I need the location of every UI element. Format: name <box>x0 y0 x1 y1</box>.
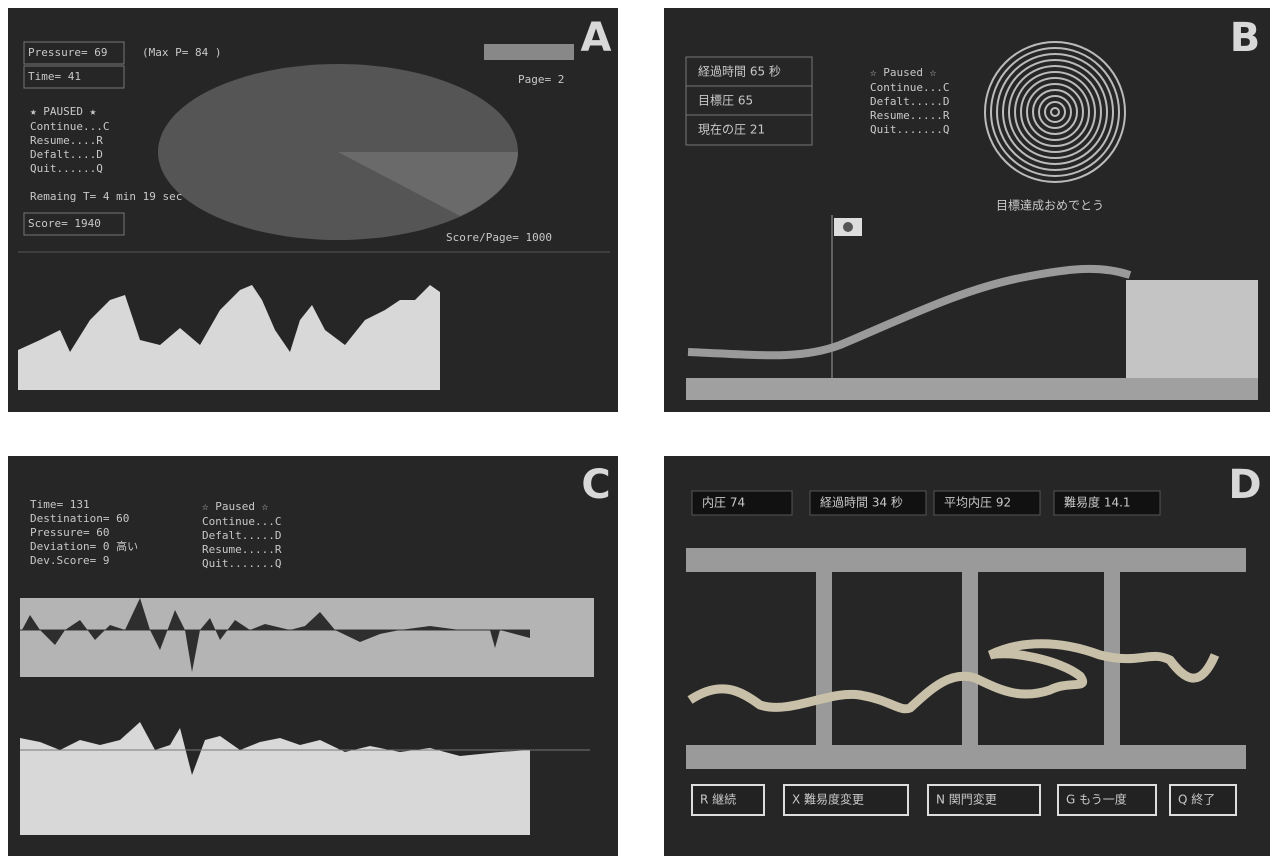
status-text: 難易度 14.1 <box>1064 495 1131 510</box>
status-text: 経過時間 34 秒 <box>820 496 903 510</box>
status-text: 平均内圧 92 <box>944 496 1011 510</box>
spiral-ring <box>1014 71 1096 153</box>
goal-block <box>1126 280 1258 385</box>
panel-label: A <box>581 15 612 61</box>
status-text: Pressure= 69 <box>28 46 107 59</box>
button-label: Q 終了 <box>1178 792 1215 807</box>
menu-item: Continue...C <box>30 120 109 133</box>
status-box <box>23 65 125 89</box>
target-spiral <box>984 41 1126 183</box>
bottom-bar <box>686 745 1246 769</box>
button[interactable] <box>1057 784 1157 816</box>
spiral-ring <box>1032 89 1078 135</box>
spiral-ring <box>1026 83 1084 141</box>
color-bar <box>484 44 574 60</box>
button-label: G もう一度 <box>1066 792 1127 807</box>
status-box <box>685 56 813 146</box>
spiral-ring <box>990 47 1120 177</box>
pressure-trace <box>687 264 1132 360</box>
spiral-ring <box>984 41 1126 183</box>
status-text: Destination= 60 <box>30 512 129 525</box>
ground-bar <box>686 378 1258 400</box>
status-box <box>1053 490 1161 516</box>
spiral-ring <box>1002 59 1108 165</box>
gate-pillar <box>816 572 832 745</box>
panel-label: B <box>1230 15 1261 61</box>
status-box <box>809 490 927 516</box>
menu-item: Defalt.....D <box>202 529 281 542</box>
panel-label: C <box>581 462 610 508</box>
pressure-trace <box>687 639 1220 714</box>
button-label: X 難易度変更 <box>792 792 864 807</box>
status-text: Time= 41 <box>28 70 81 83</box>
status-text: 現在の圧 21 <box>698 123 765 137</box>
status-text: 経過時間 65 秒 <box>698 65 781 79</box>
spiral-ring <box>1020 77 1090 147</box>
status-box <box>23 41 125 65</box>
status-text: (Max P= 84 ) <box>142 46 221 59</box>
menu-item: Continue...C <box>202 515 281 528</box>
spiral-ring <box>1044 101 1066 123</box>
status-text: 内圧 74 <box>702 496 745 510</box>
status-box <box>691 490 793 516</box>
button[interactable] <box>1169 784 1237 816</box>
spiral-ring <box>1038 95 1072 129</box>
pie-slice <box>338 152 518 216</box>
button-label: R 継続 <box>700 792 736 807</box>
spiral-ring <box>1050 107 1060 117</box>
status-text: 目標圧 65 <box>698 94 753 108</box>
top-bar <box>686 548 1246 572</box>
menu-item: Defalt....D <box>30 148 103 161</box>
spiral-ring <box>996 53 1114 171</box>
menu-item: Defalt.....D <box>870 95 949 108</box>
menu-item: Quit......Q <box>30 162 103 175</box>
status-text: Page= 2 <box>518 73 564 86</box>
status-box <box>933 490 1041 516</box>
button-label: N 関門変更 <box>936 792 997 807</box>
deviation-graph <box>20 598 594 677</box>
pressure-wave <box>18 285 440 390</box>
button[interactable] <box>927 784 1041 816</box>
status-text: Deviation= 0 高い <box>30 539 138 553</box>
status-box <box>23 212 125 236</box>
menu-title: ☆ Paused ☆ <box>870 66 937 79</box>
menu-item: Resume....R <box>30 134 103 147</box>
menu-item: Resume.....R <box>870 109 950 122</box>
score: Score= 1940 <box>28 217 101 230</box>
flag-dot <box>843 222 853 232</box>
button[interactable] <box>691 784 765 816</box>
gate-pillar <box>962 572 978 745</box>
menu-title: ☆ Paused ☆ <box>202 500 269 513</box>
score-per-page: Score/Page= 1000 <box>446 231 552 244</box>
spiral-ring <box>1008 65 1102 159</box>
button[interactable] <box>783 784 909 816</box>
panel-label: D <box>1228 462 1261 508</box>
status-text: Time= 131 <box>30 498 90 511</box>
menu-item: Quit.......Q <box>202 557 281 570</box>
menu-item: Quit.......Q <box>870 123 949 136</box>
menu-item: Continue...C <box>870 81 949 94</box>
menu-item: Resume.....R <box>202 543 282 556</box>
message: 目標達成おめでとう <box>996 199 1104 213</box>
remaining-time: Remaing T= 4 min 19 sec <box>30 190 182 203</box>
status-text: Dev.Score= 9 <box>30 554 109 567</box>
menu-title: ★ PAUSED ★ <box>30 105 97 118</box>
status-text: Pressure= 60 <box>30 526 109 539</box>
